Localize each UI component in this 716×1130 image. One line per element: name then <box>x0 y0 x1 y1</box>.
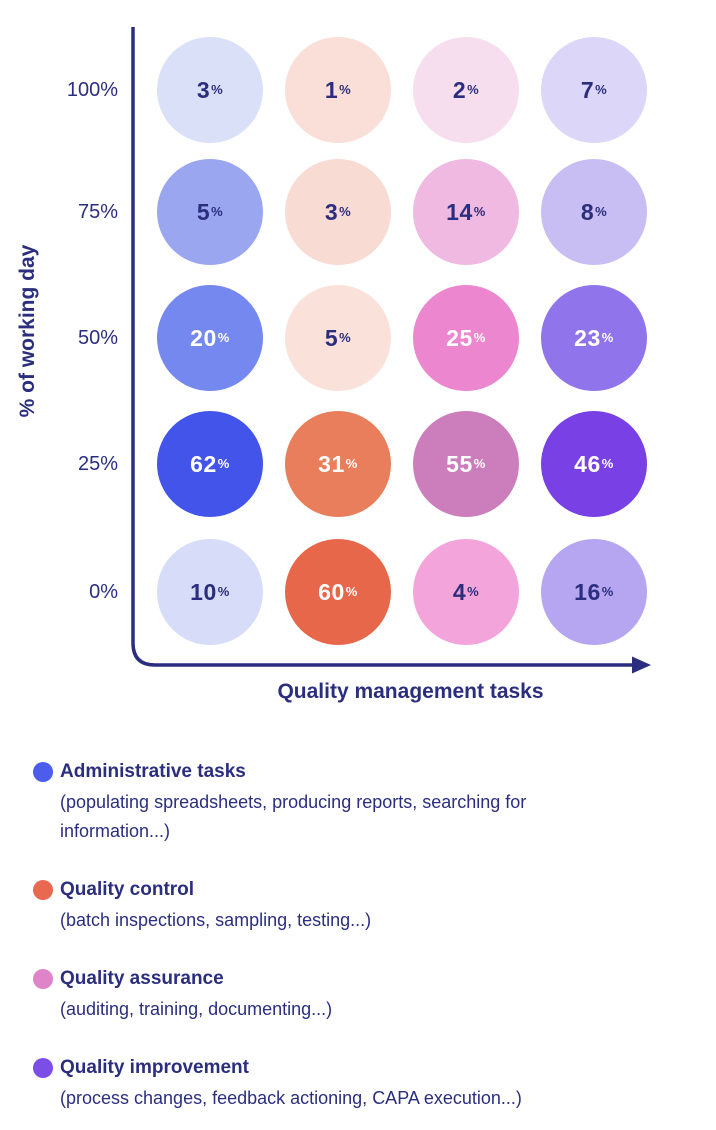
y-tick-label: 25% <box>77 453 118 475</box>
bubble-value: 16 <box>574 578 601 605</box>
legend-dot-icon <box>33 969 53 989</box>
bubble-r4c1: 60% <box>285 539 391 645</box>
y-tick-label: 100% <box>66 79 118 101</box>
x-axis-title: Quality management tasks <box>277 680 544 703</box>
bubble-value: 2 <box>452 76 467 103</box>
axis-lines <box>131 27 651 674</box>
legend-item: Administrative tasks (populating spreadsh… <box>33 760 673 846</box>
bubble-value: 7 <box>580 76 595 103</box>
legend-item-description: (batch inspections, sampling, testing...… <box>60 910 372 930</box>
y-tick-label: 50% <box>77 327 118 349</box>
bubble-r3c0: 62% <box>157 411 263 517</box>
bubble-r3c2: 55% <box>413 411 519 517</box>
bubble-value: 10 <box>190 578 217 605</box>
bubble-value: 14 <box>446 198 473 225</box>
xy-axis-line <box>131 27 634 667</box>
legend-dot-icon <box>33 1058 53 1078</box>
bubble-r4c2: 4% <box>413 539 519 645</box>
bubble-r0c2: 2% <box>413 37 519 143</box>
legend-text: Administrative tasks (populating spreadsh… <box>60 760 600 846</box>
bubble-value: 20 <box>190 324 217 351</box>
bubble-r3c1: 31% <box>285 411 391 517</box>
x-axis-arrow-icon <box>632 656 651 674</box>
bubble-r4c3: 16% <box>541 539 647 645</box>
bubble-r1c1: 3% <box>285 159 391 265</box>
bubble-r0c0: 3% <box>157 37 263 143</box>
legend-text: Quality assurance (auditing, training, do… <box>60 967 332 1024</box>
legend-item-label: Quality control <box>60 879 195 900</box>
bubble-value: 3 <box>196 76 211 103</box>
y-tick-label: 75% <box>77 201 118 223</box>
bubble-r2c1: 5% <box>285 285 391 391</box>
legend-item-description: (populating spreadsheets, producing repo… <box>60 792 527 841</box>
legend-item-description: (auditing, training, documenting...) <box>60 999 333 1019</box>
bubble-value: 3 <box>324 198 339 225</box>
bubble-value: 46 <box>574 450 601 477</box>
legend-item: Quality assurance (auditing, training, do… <box>33 967 673 1024</box>
legend-text: Quality improvement (process changes, fee… <box>60 1056 522 1113</box>
bubble-r0c3: 7% <box>541 37 647 143</box>
y-tick-label: 0% <box>89 581 118 603</box>
legend-item: Quality improvement (process changes, fee… <box>33 1056 673 1113</box>
bubble-r3c3: 46% <box>541 411 647 517</box>
legend-dot-icon <box>33 762 53 782</box>
bubble-r2c3: 23% <box>541 285 647 391</box>
bubble-r2c0: 20% <box>157 285 263 391</box>
bubble-value: 60 <box>318 578 345 605</box>
legend-item-label: Administrative tasks <box>60 761 246 782</box>
bubble-r1c2: 14% <box>413 159 519 265</box>
bubble-value: 4 <box>452 578 467 605</box>
bubble-r4c0: 10% <box>157 539 263 645</box>
bubble-value: 62 <box>190 450 217 477</box>
bubble-r1c0: 5% <box>157 159 263 265</box>
bubble-value: 31 <box>318 450 345 477</box>
bubble-value: 25 <box>446 324 473 351</box>
bubble-value: 5 <box>196 198 211 225</box>
bubble-r0c1: 1% <box>285 37 391 143</box>
bubble-r1c3: 8% <box>541 159 647 265</box>
legend-item-description: (process changes, feedback actioning, CA… <box>60 1088 522 1108</box>
bubble-value: 55 <box>446 450 473 477</box>
bubble-value: 23 <box>574 324 601 351</box>
legend-dot-icon <box>33 880 53 900</box>
legend-text: Quality control (batch inspections, sampl… <box>60 878 371 935</box>
legend-item-label: Quality assurance <box>60 968 224 989</box>
bubble-value: 1 <box>324 76 339 103</box>
legend-item-label: Quality improvement <box>60 1057 249 1078</box>
bubble-value: 5 <box>324 324 339 351</box>
bubble-value: 8 <box>580 198 595 225</box>
legend: Administrative tasks (populating spreadsh… <box>33 760 673 1130</box>
chart-plot-area: % of working day Quality management task… <box>16 27 651 703</box>
bubble-r2c2: 25% <box>413 285 519 391</box>
legend-item: Quality control (batch inspections, sampl… <box>33 878 673 935</box>
